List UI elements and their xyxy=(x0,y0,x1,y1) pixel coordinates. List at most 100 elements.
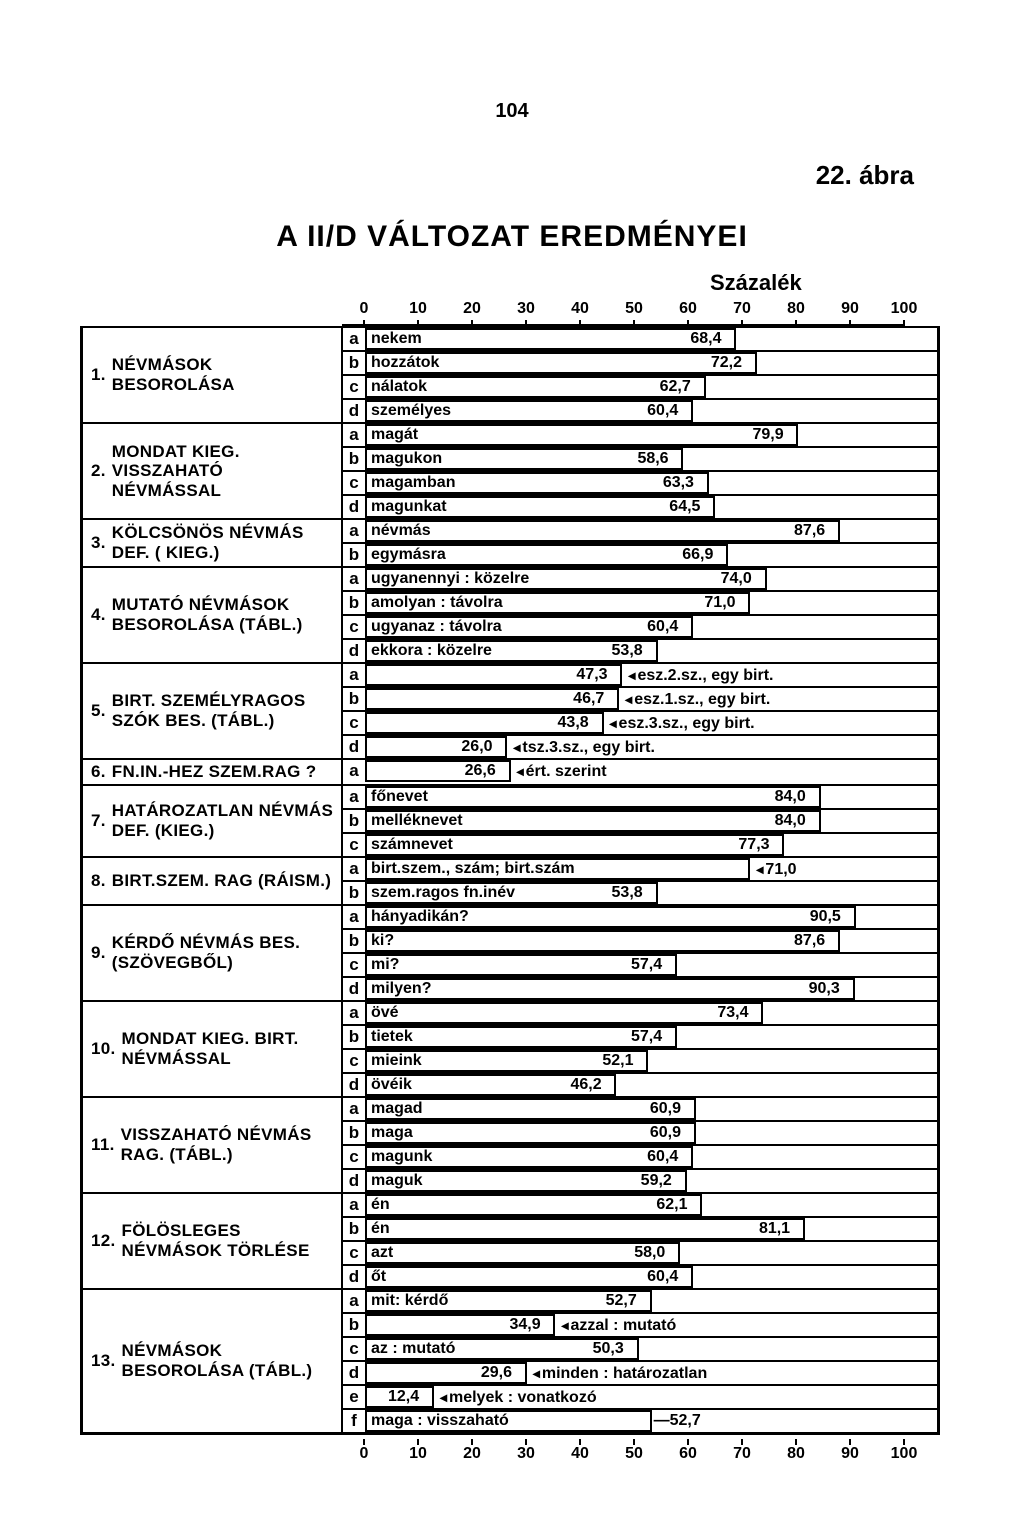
bar-row: cmi?57,4 xyxy=(343,954,937,978)
bar-area: magunkat 64,5 xyxy=(367,496,937,518)
bar-row: cmagamban63,3 xyxy=(343,472,937,496)
bar-row: dszemélyes60,4 xyxy=(343,400,937,422)
bar-post-label: ért. szerint xyxy=(517,760,607,783)
bar-area: 29,6minden : határozatlan xyxy=(367,1362,937,1384)
row-sub-label: b xyxy=(343,544,367,566)
bar-label: mieink xyxy=(371,1050,422,1072)
row-sub-label: a xyxy=(343,568,367,590)
row-sub-label: b xyxy=(343,1122,367,1144)
bar-label: maga xyxy=(371,1122,413,1144)
bar-post-label: esz.3.sz., egy birt. xyxy=(610,712,755,735)
axis-tick: 50 xyxy=(625,300,643,318)
row-sub-label: b xyxy=(343,352,367,374)
bar-area: ugyanaz : távolra60,4 xyxy=(367,616,937,638)
bar-area: magát79,9 xyxy=(367,424,937,446)
section-label: 13.NÉVMÁSOK BESOROLÁSA (TÁBL.) xyxy=(83,1290,343,1432)
row-sub-label: a xyxy=(343,1098,367,1120)
row-sub-label: a xyxy=(343,1002,367,1024)
section-number: 2. xyxy=(91,461,106,481)
section-title: BIRT.SZEM. RAG (RÁISM.) xyxy=(112,871,331,891)
section-title: VISSZAHATÓ NÉVMÁS RAG. (TÁBL.) xyxy=(121,1125,337,1164)
bar-post-label: esz.1.sz., egy birt. xyxy=(625,688,770,711)
bar-area: magamban63,3 xyxy=(367,472,937,494)
section: 2.MONDAT KIEG. VISSZAHATÓ NÉVMÁSSALamagá… xyxy=(83,424,937,520)
bar-area: ki?87,6 xyxy=(367,930,937,952)
bar-value: 60,4 xyxy=(647,616,678,638)
bar-row: cazt58,0 xyxy=(343,1242,937,1266)
bar-value: 71,0 xyxy=(756,858,796,881)
section-label: 5.BIRT. SZEMÉLYRAGOS SZÓK BES. (TÁBL.) xyxy=(83,664,343,758)
bar-label: hányadikán? xyxy=(371,906,469,928)
bar-value: 47,3 xyxy=(576,664,607,686)
bar-label: amolyan : távolra xyxy=(371,592,503,614)
bar-label: magamban xyxy=(371,472,455,494)
section-title: MONDAT KIEG. VISSZAHATÓ NÉVMÁSSAL xyxy=(112,442,337,501)
bar-value: 60,9 xyxy=(650,1098,681,1120)
bar-row: dmilyen?90,3 xyxy=(343,978,937,1000)
bar-area: szem.ragos fn.inév53,8 xyxy=(367,882,937,904)
bar-area: 12,4melyek : vonatkozó xyxy=(367,1386,937,1408)
bar-area: maga60,9 xyxy=(367,1122,937,1144)
bar xyxy=(367,328,736,350)
bar-row: cmagunk60,4 xyxy=(343,1146,937,1170)
bar xyxy=(367,978,855,1000)
section-number: 7. xyxy=(91,811,106,831)
bar-area: 34,9azzal : mutató xyxy=(367,1314,937,1336)
row-sub-label: c xyxy=(343,1050,367,1072)
bar-area: övéik46,2 xyxy=(367,1074,937,1096)
row-sub-label: d xyxy=(343,400,367,422)
bar xyxy=(367,1266,693,1288)
axis-tick: 50 xyxy=(625,1445,643,1463)
bar-label: milyen? xyxy=(371,978,431,1000)
bar-value: 73,4 xyxy=(717,1002,748,1024)
section-title: BIRT. SZEMÉLYRAGOS SZÓK BES. (TÁBL.) xyxy=(112,691,337,730)
row-sub-label: b xyxy=(343,882,367,904)
bar-label: mit: kérdő xyxy=(371,1290,448,1312)
section-title: HATÁROZATLAN NÉVMÁS DEF. (KIEG.) xyxy=(112,801,337,840)
section-title: NÉVMÁSOK BESOROLÁSA (TÁBL.) xyxy=(122,1341,337,1380)
bar-area: mit: kérdő52,7 xyxy=(367,1290,937,1312)
row-sub-label: d xyxy=(343,496,367,518)
chart-title: A II/D VÁLTOZAT EREDMÉNYEI xyxy=(0,220,1024,254)
axis-tick: 30 xyxy=(517,1445,535,1463)
bar-label: maguk xyxy=(371,1170,423,1192)
row-sub-label: a xyxy=(343,520,367,542)
bar-label: magunkat xyxy=(371,496,447,518)
bar-label: számnevet xyxy=(371,834,453,856)
section-number: 9. xyxy=(91,943,106,963)
bar-value: 84,0 xyxy=(775,810,806,832)
chart-body: 1.NÉVMÁSOK BESOROLÁSAanekem68,4bhozzátok… xyxy=(80,326,940,1435)
section: 9.KÉRDŐ NÉVMÁS BES. (SZÖVEGBŐL)ahányadik… xyxy=(83,906,937,1002)
bar-value: 64,5 xyxy=(669,496,700,518)
axis-tick: 10 xyxy=(409,1445,427,1463)
bar-area: 43,8esz.3.sz., egy birt. xyxy=(367,712,937,734)
page: 104 22. ábra A II/D VÁLTOZAT EREDMÉNYEI … xyxy=(0,0,1024,1513)
bar-row: begymásra66,9 xyxy=(343,544,937,566)
axis-tick: 40 xyxy=(571,1445,589,1463)
axis-tick: 40 xyxy=(571,300,589,318)
section: 10.MONDAT KIEG. BIRT. NÉVMÁSSALaövé73,4b… xyxy=(83,1002,937,1098)
axis-tick: 80 xyxy=(787,1445,805,1463)
section: 7.HATÁROZATLAN NÉVMÁS DEF. (KIEG.)afőnev… xyxy=(83,786,937,858)
section-label: 3.KÖLCSÖNÖS NÉVMÁS DEF. ( KIEG.) xyxy=(83,520,343,566)
bar-row: d29,6minden : határozatlan xyxy=(343,1362,937,1386)
row-sub-label: a xyxy=(343,760,367,782)
bar-row: fmaga : visszaható—52,7 xyxy=(343,1410,937,1432)
bar xyxy=(367,930,840,952)
bar-row: bamolyan : távolra71,0 xyxy=(343,592,937,616)
bar-value: 79,9 xyxy=(752,424,783,446)
bar-area: magukon58,6 xyxy=(367,448,937,470)
bar-row: b34,9azzal : mutató xyxy=(343,1314,937,1338)
bar-label: magunk xyxy=(371,1146,432,1168)
bar-row: dmaguk59,2 xyxy=(343,1170,937,1192)
bar-value: 58,6 xyxy=(637,448,668,470)
bar-row: dövéik46,2 xyxy=(343,1074,937,1096)
bar xyxy=(367,1122,696,1144)
row-sub-label: a xyxy=(343,664,367,686)
bar-row: b46,7esz.1.sz., egy birt. xyxy=(343,688,937,712)
axis-tick: 70 xyxy=(733,1445,751,1463)
section: 13.NÉVMÁSOK BESOROLÁSA (TÁBL.)amit: kérd… xyxy=(83,1290,937,1432)
bar-area: övé73,4 xyxy=(367,1002,937,1024)
bar-value: 81,1 xyxy=(759,1218,790,1240)
bar-value: 60,4 xyxy=(647,400,678,422)
